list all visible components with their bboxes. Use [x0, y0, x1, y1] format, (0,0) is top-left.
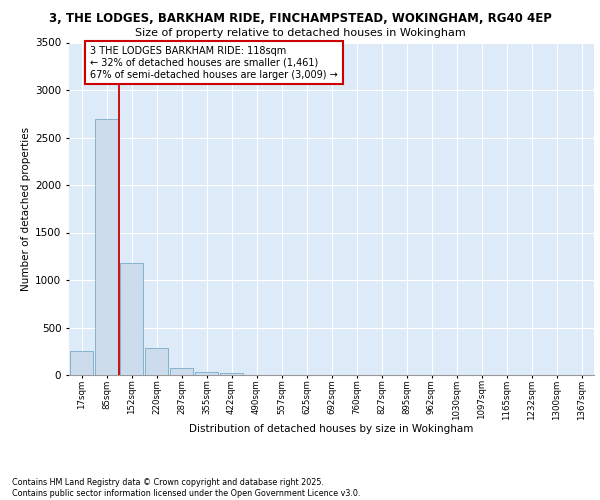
- Text: Contains HM Land Registry data © Crown copyright and database right 2025.
Contai: Contains HM Land Registry data © Crown c…: [12, 478, 361, 498]
- Bar: [70, 351, 94, 375]
- Text: 3 THE LODGES BARKHAM RIDE: 118sqm
← 32% of detached houses are smaller (1,461)
6: 3 THE LODGES BARKHAM RIDE: 118sqm ← 32% …: [90, 46, 338, 80]
- X-axis label: Distribution of detached houses by size in Wokingham: Distribution of detached houses by size …: [190, 424, 473, 434]
- Text: 3, THE LODGES, BARKHAM RIDE, FINCHAMPSTEAD, WOKINGHAM, RG40 4EP: 3, THE LODGES, BARKHAM RIDE, FINCHAMPSTE…: [49, 12, 551, 25]
- Y-axis label: Number of detached properties: Number of detached properties: [21, 126, 31, 291]
- Bar: [95, 120, 118, 375]
- Bar: [170, 368, 193, 375]
- Bar: [119, 264, 143, 375]
- Bar: [220, 372, 244, 375]
- Bar: [145, 348, 169, 375]
- Bar: [194, 372, 218, 375]
- Text: Size of property relative to detached houses in Wokingham: Size of property relative to detached ho…: [134, 28, 466, 38]
